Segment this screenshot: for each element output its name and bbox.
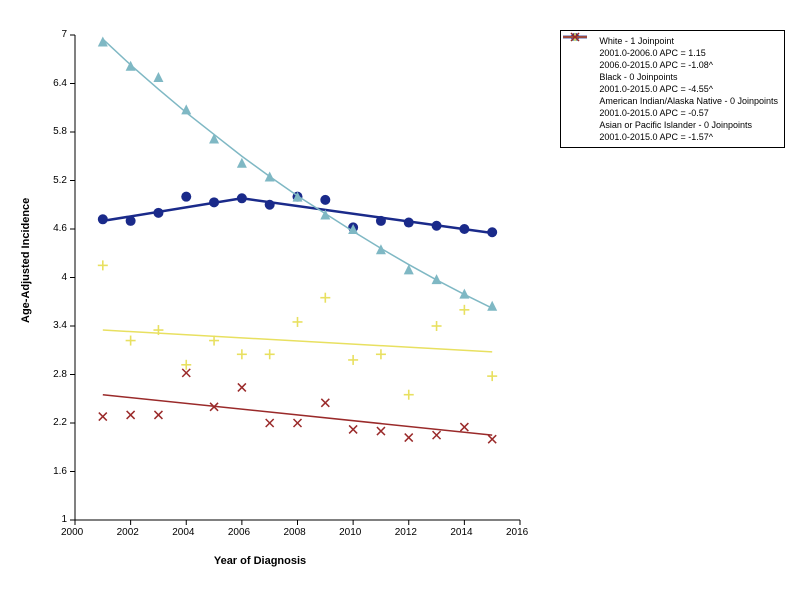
legend-item: 2001.0-2015.0 APC = -4.55^ xyxy=(567,83,778,95)
legend-item: 2001.0-2015.0 APC = -0.57 xyxy=(567,107,778,119)
y-tick-label: 2.2 xyxy=(53,417,67,428)
y-tick-label: 1 xyxy=(61,514,67,525)
y-tick-label: 2.8 xyxy=(53,369,67,380)
legend: White - 1 Joinpoint2001.0-2006.0 APC = 1… xyxy=(560,30,785,148)
x-tick-label: 2000 xyxy=(61,527,83,538)
legend-label: 2006.0-2015.0 APC = -1.08^ xyxy=(599,59,713,71)
legend-label: Asian or Pacific Islander - 0 Joinpoints xyxy=(599,119,752,131)
y-tick-label: 3.4 xyxy=(53,320,67,331)
x-tick-label: 2008 xyxy=(284,527,306,538)
y-tick-label: 6.4 xyxy=(53,78,67,89)
legend-label: White - 1 Joinpoint xyxy=(599,35,674,47)
x-tick-label: 2004 xyxy=(172,527,194,538)
x-tick-label: 2002 xyxy=(117,527,139,538)
x-tick-label: 2010 xyxy=(339,527,361,538)
x-axis-label: Year of Diagnosis xyxy=(0,555,520,567)
legend-label: 2001.0-2006.0 APC = 1.15 xyxy=(599,47,705,59)
x-tick-label: 2016 xyxy=(506,527,528,538)
legend-label: 2001.0-2015.0 APC = -4.55^ xyxy=(599,83,713,95)
y-tick-label: 4.6 xyxy=(53,223,67,234)
x-tick-label: 2012 xyxy=(395,527,417,538)
legend-label: Black - 0 Joinpoints xyxy=(599,71,677,83)
legend-item: 2001.0-2006.0 APC = 1.15 xyxy=(567,47,778,59)
y-tick-label: 1.6 xyxy=(53,466,67,477)
legend-item: Asian or Pacific Islander - 0 Joinpoints xyxy=(567,119,778,131)
x-tick-label: 2014 xyxy=(450,527,472,538)
y-axis-label: Age-Adjusted Incidence xyxy=(20,0,32,520)
y-tick-label: 4 xyxy=(61,272,67,283)
x-tick-label: 2006 xyxy=(228,527,250,538)
legend-label: American Indian/Alaska Native - 0 Joinpo… xyxy=(599,95,778,107)
y-tick-label: 7 xyxy=(61,29,67,40)
y-tick-label: 5.8 xyxy=(53,126,67,137)
incidence-joinpoint-chart: Year of Diagnosis Age-Adjusted Incidence… xyxy=(0,0,800,600)
y-tick-label: 5.2 xyxy=(53,175,67,186)
legend-item: 2001.0-2015.0 APC = -1.57^ xyxy=(567,131,778,143)
legend-item: 2006.0-2015.0 APC = -1.08^ xyxy=(567,59,778,71)
legend-label: 2001.0-2015.0 APC = -1.57^ xyxy=(599,131,713,143)
legend-item: White - 1 Joinpoint xyxy=(567,35,778,47)
legend-item: Black - 0 Joinpoints xyxy=(567,71,778,83)
legend-item: American Indian/Alaska Native - 0 Joinpo… xyxy=(567,95,778,107)
legend-label: 2001.0-2015.0 APC = -0.57 xyxy=(599,107,708,119)
